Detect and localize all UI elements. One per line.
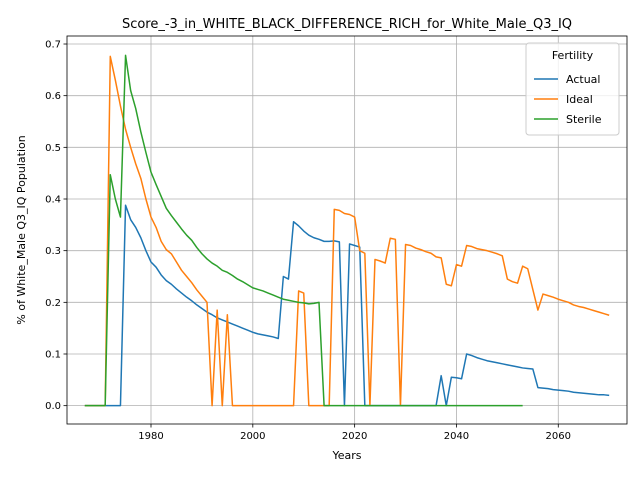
- x-tick-label: 2060: [546, 431, 571, 442]
- grid-lines: [67, 36, 627, 424]
- legend-items: Actual Ideal Sterile: [534, 73, 602, 126]
- series-line-sterile: [84, 54, 523, 407]
- x-axis-label: Years: [331, 449, 361, 462]
- legend-title: Fertility: [552, 49, 594, 62]
- x-tick-label: 2000: [240, 431, 265, 442]
- legend-label-ideal: Ideal: [566, 93, 593, 106]
- y-tick-label: 0.1: [45, 349, 61, 360]
- y-axis-ticks: 0.0 0.1 0.2 0.3 0.4 0.5 0.6 0.7: [45, 40, 67, 412]
- x-axis-ticks: 1980 2000 2020 2040 2060: [138, 424, 571, 442]
- legend-box: [525, 42, 620, 136]
- chart-title: Score_-3_in_WHITE_BLACK_DIFFERENCE_RICH_…: [122, 17, 572, 32]
- y-tick-label: 0.2: [45, 298, 61, 309]
- x-tick-label: 2020: [342, 431, 367, 442]
- y-tick-label: 0.5: [45, 143, 61, 154]
- legend-label-sterile: Sterile: [566, 113, 602, 126]
- x-tick-label: 2040: [444, 431, 469, 442]
- y-tick-label: 0.0: [45, 401, 61, 412]
- y-tick-label: 0.7: [45, 40, 61, 51]
- legend: Fertility Actual Ideal Sterile: [525, 42, 620, 136]
- y-tick-label: 0.6: [45, 91, 61, 102]
- x-tick-label: 1980: [138, 431, 163, 442]
- series-line-ideal: [84, 55, 610, 407]
- series-line-actual: [84, 204, 610, 407]
- y-tick-label: 0.4: [45, 195, 61, 206]
- series-lines: [84, 54, 610, 407]
- y-tick-label: 0.3: [45, 246, 61, 257]
- legend-label-actual: Actual: [566, 73, 600, 86]
- plot-frame: [66, 35, 628, 425]
- y-axis-label: % of White_Male Q3_IQ Population: [15, 135, 28, 324]
